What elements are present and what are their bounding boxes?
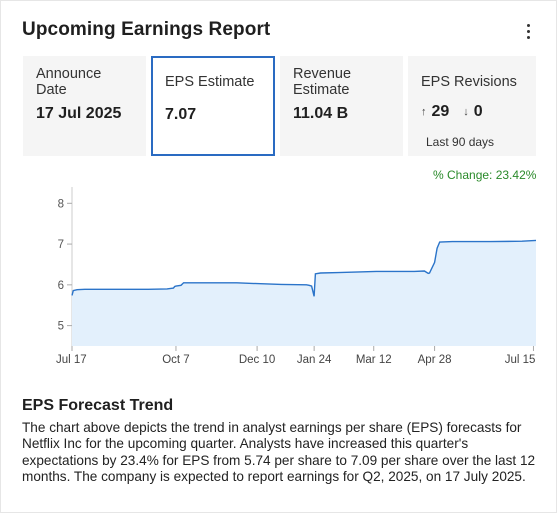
x-tick-label: Mar 12 bbox=[356, 354, 392, 366]
y-tick-label: 5 bbox=[58, 321, 64, 333]
announce-date-tile: Announce Date 17 Jul 2025 bbox=[23, 56, 146, 156]
x-tick-label: Jul 17 bbox=[56, 354, 87, 366]
eps-trend-chart: 5 6 7 8 Jul 17 Oct 7 Dec 10 Jan 24 Mar 12 Apr 28… bbox=[56, 187, 537, 366]
eps-revisions-label: EPS Revisions bbox=[421, 74, 517, 90]
announce-date-value: 17 Jul 2025 bbox=[36, 105, 122, 122]
percent-change: % Change: 23.42% bbox=[433, 168, 537, 182]
x-tick-label: Apr 28 bbox=[418, 354, 452, 366]
y-tick-label: 7 bbox=[58, 239, 64, 251]
y-tick-label: 6 bbox=[58, 280, 64, 292]
arrow-down-icon: ↓ bbox=[463, 106, 469, 118]
eps-revisions-tile: EPS Revisions ↑ 29 ↓ 0 Last 90 days bbox=[408, 56, 536, 156]
eps-estimate-label: EPS Estimate bbox=[165, 74, 255, 90]
y-axis: 5 6 7 8 bbox=[58, 187, 73, 346]
revisions-up-value: 29 bbox=[431, 103, 450, 120]
x-axis: Jul 17 Oct 7 Dec 10 Jan 24 Mar 12 Apr 28 Jul 1… bbox=[56, 346, 535, 366]
x-tick-label: Jul 15 bbox=[505, 354, 536, 366]
x-tick-label: Oct 7 bbox=[162, 354, 189, 366]
eps-estimate-value: 7.07 bbox=[165, 106, 197, 123]
kebab-menu-icon[interactable] bbox=[519, 21, 537, 41]
revisions-down-value: 0 bbox=[473, 103, 483, 120]
series-area bbox=[72, 240, 536, 346]
trend-paragraph: The chart above depicts the trend in ana… bbox=[22, 420, 536, 485]
revenue-estimate-label: Revenue Estimate bbox=[293, 66, 352, 98]
revenue-estimate-tile: Revenue Estimate 11.04 B bbox=[280, 56, 403, 156]
summary-tiles: Announce Date 17 Jul 2025 EPS Estimate 7… bbox=[23, 56, 536, 156]
revisions-period: Last 90 days bbox=[426, 135, 495, 149]
y-tick-label: 8 bbox=[58, 198, 64, 210]
card-title: Upcoming Earnings Report bbox=[22, 19, 271, 40]
plot-area bbox=[71, 239, 537, 346]
x-tick-label: Jan 24 bbox=[297, 354, 332, 366]
revisions-counts: ↑ 29 ↓ 0 bbox=[421, 103, 483, 121]
series-line bbox=[71, 239, 537, 297]
revenue-estimate-value: 11.04 B bbox=[293, 105, 349, 122]
eps-estimate-tile[interactable]: EPS Estimate 7.07 bbox=[151, 56, 275, 156]
x-tick-label: Dec 10 bbox=[239, 354, 275, 366]
arrow-up-icon: ↑ bbox=[421, 106, 427, 118]
trend-heading: EPS Forecast Trend bbox=[22, 397, 174, 414]
announce-date-label: Announce Date bbox=[36, 66, 102, 98]
